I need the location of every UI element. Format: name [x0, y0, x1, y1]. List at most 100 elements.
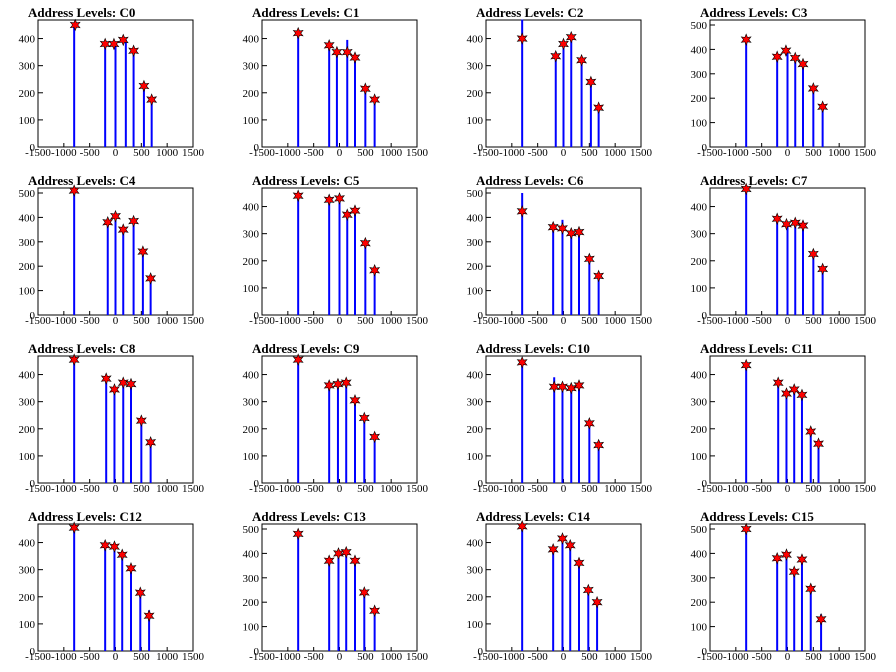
- peak-marker: [788, 383, 800, 396]
- y-tick-label: 400: [467, 34, 484, 46]
- histogram-bar: [114, 43, 117, 147]
- y-tick-label: 500: [691, 524, 708, 536]
- peak-marker: [349, 51, 361, 64]
- peak-marker: [116, 548, 128, 562]
- peak-marker: [358, 586, 370, 599]
- x-tick-label: 500: [805, 651, 822, 663]
- histogram-bar: [569, 543, 572, 651]
- x-tick-label: 1500: [854, 651, 877, 663]
- histogram-bar: [363, 416, 366, 483]
- plot-frame: [261, 523, 418, 652]
- x-tick-label: 1500: [182, 147, 205, 159]
- peak-marker: [591, 595, 603, 609]
- histogram-bar: [745, 363, 748, 483]
- x-tick-label: 0: [785, 315, 791, 327]
- x-tick-label: 0: [337, 483, 343, 495]
- x-tick-label: -500: [752, 651, 773, 663]
- y-tick-label: 0: [30, 478, 36, 490]
- y-tick-label: 0: [254, 310, 260, 322]
- x-tick-label: 1500: [406, 651, 429, 663]
- x-tick-label: 1500: [406, 147, 429, 159]
- y-tick-label: 100: [243, 115, 260, 127]
- histogram-bar: [149, 439, 152, 483]
- x-tick-label: -500: [528, 147, 549, 159]
- chart-title: Address Levels: C5: [252, 173, 360, 188]
- histogram-bar: [597, 104, 600, 147]
- x-tick-label: -1500: [473, 315, 499, 327]
- x-tick-label: 0: [113, 315, 119, 327]
- histogram-bar: [106, 221, 109, 315]
- y-tick-label: 200: [243, 597, 260, 609]
- y-tick-label: 100: [19, 115, 36, 127]
- peak-marker: [99, 538, 111, 552]
- histogram-bar: [354, 398, 356, 483]
- peak-marker: [547, 220, 559, 234]
- peak-marker: [323, 39, 335, 52]
- x-tick-label: -1500: [697, 483, 723, 495]
- y-tick-label: 400: [467, 212, 484, 224]
- histogram-bar: [364, 241, 367, 315]
- peak-marker: [796, 388, 808, 402]
- y-tick-label: 100: [19, 451, 36, 463]
- x-tick-label: 500: [805, 147, 822, 159]
- peak-marker: [593, 269, 605, 283]
- chart-svg: 0 100 200 300 400 500 -1500 -1000 -500 0 500 1000 15…: [467, 187, 653, 327]
- x-tick-label: 0: [337, 651, 343, 663]
- peak-marker: [292, 353, 304, 366]
- chart-title: Address Levels: C12: [28, 509, 142, 524]
- x-tick-label: -500: [80, 483, 101, 495]
- histogram-bar: [354, 559, 356, 651]
- histogram-bar: [776, 55, 779, 147]
- chart-panel-c11: Address Levels: C11 0 100 200 300 400 -1500 -10…: [672, 336, 896, 504]
- peak-marker: [817, 262, 829, 276]
- peak-marker: [583, 417, 595, 430]
- x-tick-label: 500: [581, 315, 598, 327]
- x-tick-label: 500: [357, 147, 374, 159]
- y-tick-label: 200: [19, 88, 36, 100]
- chart-svg: 0 100 200 300 400 -1500 -1000 -500 0 500 1000 1500: [467, 519, 653, 663]
- plot-frame: [485, 187, 642, 316]
- peak-marker: [334, 192, 345, 205]
- x-tick-label: -1500: [249, 147, 275, 159]
- histogram-bar: [588, 257, 591, 315]
- histogram-bar: [328, 385, 331, 483]
- x-tick-label: -1000: [723, 651, 749, 663]
- y-tick-label: 400: [467, 538, 484, 550]
- chart-panel-c13: Address Levels: C13 0 100 200 300 400 500 -1500…: [224, 504, 448, 672]
- x-tick-label: 500: [357, 651, 374, 663]
- chart-panel-c14: Address Levels: C14 0 100 200 300 400 -1500 -10…: [448, 504, 672, 672]
- y-tick-label: 400: [19, 34, 36, 46]
- chart-title: Address Levels: C15: [700, 509, 814, 524]
- y-tick-label: 200: [691, 424, 708, 436]
- histogram-bar: [354, 209, 356, 315]
- histogram-bar: [328, 43, 331, 147]
- histogram-bar: [521, 19, 524, 148]
- x-tick-label: 1000: [156, 483, 179, 495]
- peak-marker: [817, 100, 829, 114]
- y-tick-label: 100: [243, 622, 260, 634]
- histogram-bar: [777, 381, 780, 483]
- y-tick-label: 100: [467, 619, 484, 631]
- x-tick-label: -1000: [51, 651, 77, 663]
- x-tick-label: -500: [528, 315, 549, 327]
- plot-frame: [485, 523, 642, 652]
- peak-marker: [145, 272, 157, 285]
- histogram-bar: [113, 388, 116, 483]
- histogram-bar: [139, 591, 142, 651]
- y-tick-label: 300: [467, 397, 484, 409]
- plot-frame: [709, 355, 866, 484]
- peak-marker: [369, 604, 381, 618]
- histogram-bar: [587, 588, 590, 651]
- x-tick-label: 1500: [182, 483, 205, 495]
- histogram-bar: [596, 600, 599, 651]
- y-tick-label: 100: [467, 451, 484, 463]
- plot-frame: [709, 523, 866, 652]
- histogram-bar: [373, 609, 376, 651]
- y-tick-label: 0: [702, 142, 708, 154]
- peak-marker: [349, 204, 361, 217]
- histogram-bar: [776, 217, 779, 315]
- x-tick-label: 0: [113, 147, 119, 159]
- peak-marker: [797, 219, 809, 232]
- x-tick-label: 500: [357, 483, 374, 495]
- chart-title: Address Levels: C10: [476, 341, 590, 356]
